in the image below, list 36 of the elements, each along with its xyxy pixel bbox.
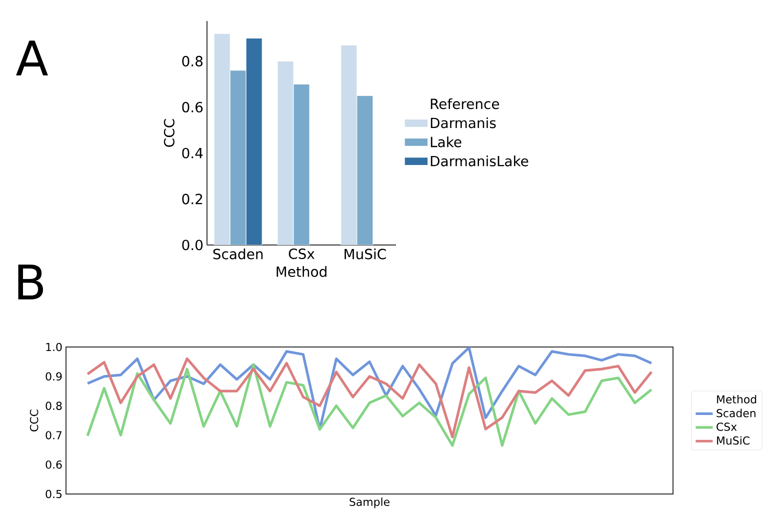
x-axis-title: Sample (350, 498, 390, 508)
y-tick-label: 0.5 (46, 490, 62, 498)
bar (356, 95, 374, 245)
x-axis-title: Method (276, 266, 326, 277)
text: B (18, 264, 44, 300)
bar (293, 84, 310, 245)
y-tick-label: 0.2 (182, 194, 202, 204)
bar (230, 70, 246, 245)
y-axis-title: CCC (164, 119, 174, 147)
y-tick-label: 0.7 (46, 431, 62, 440)
bar (214, 33, 230, 245)
x-tick-label: Scaden (213, 248, 263, 260)
x-tick-label: MuSiC (344, 248, 386, 260)
legend-label: DarmanisLake (430, 156, 528, 166)
bar (277, 60, 294, 245)
line-series (86, 363, 653, 447)
y-tick-label: 0.6 (182, 102, 203, 112)
legend-title: Reference (430, 98, 500, 110)
y-tick-label: 0.0 (182, 240, 203, 250)
y-tick-label: 0.4 (182, 148, 203, 158)
line-series (86, 357, 653, 438)
legend-label: Lake (430, 136, 462, 148)
legend-label: Darmanis (430, 117, 496, 128)
y-tick-label: 1.0 (46, 342, 62, 352)
text: A (16, 40, 48, 76)
x-tick-label: CSx (288, 248, 314, 260)
y-tick-label: 0.8 (46, 402, 62, 410)
legend-label: CSx (716, 422, 737, 431)
legend-label: Scaden (716, 408, 756, 418)
y-tick-label: 0.9 (46, 372, 62, 381)
legend-title: Method (717, 394, 756, 404)
legend-label: MuSiC (717, 436, 750, 445)
bar (340, 44, 358, 245)
y-tick-label: 0.8 (182, 56, 203, 66)
y-tick-label: 0.6 (46, 460, 62, 469)
y-axis-title: CCC (30, 410, 38, 432)
